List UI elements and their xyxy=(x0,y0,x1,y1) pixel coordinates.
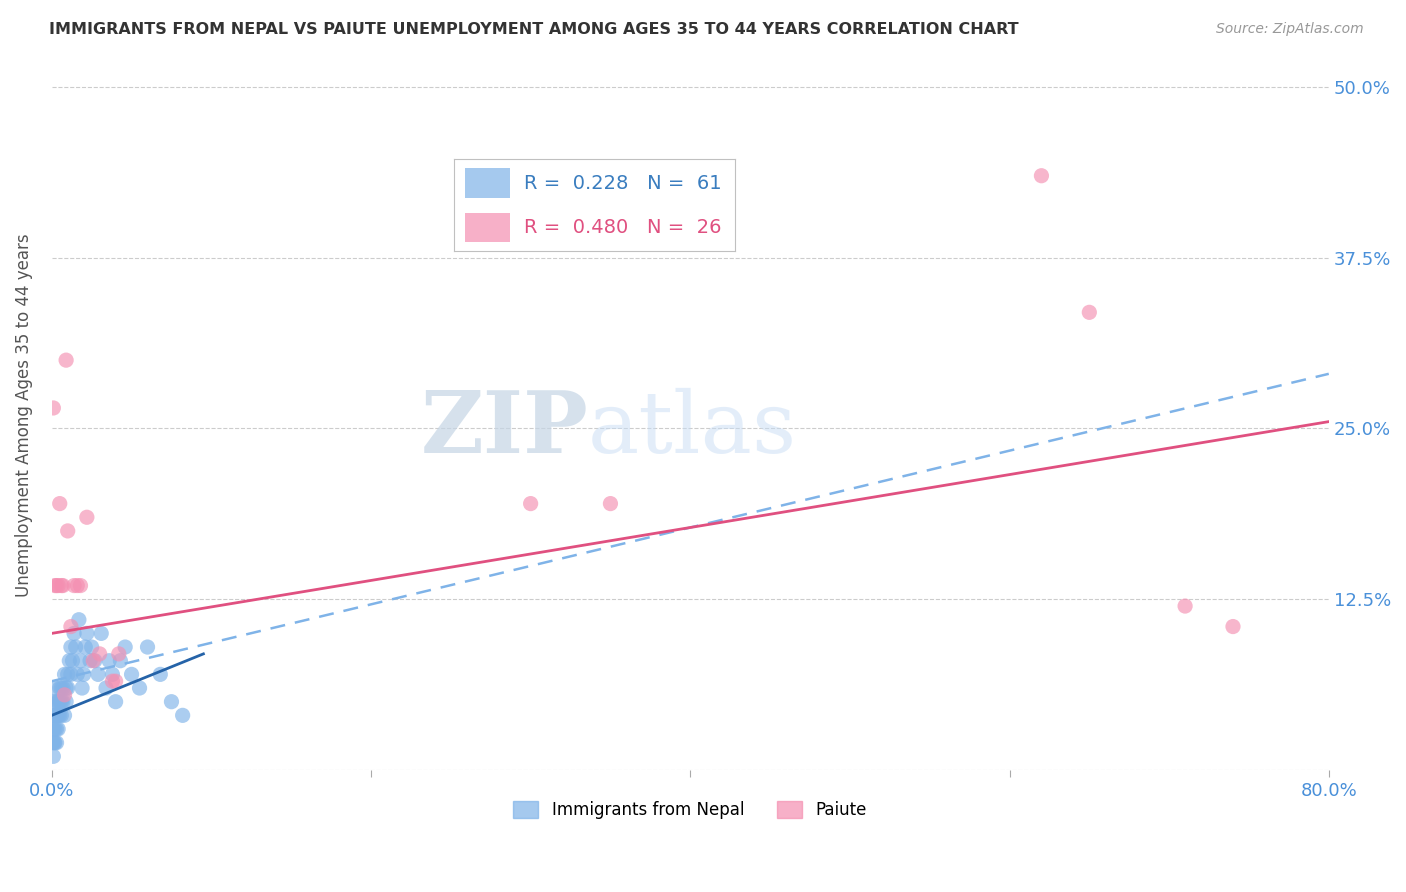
Point xyxy=(67,613,90,627)
Point xyxy=(1078,305,1101,319)
Legend: Immigrants from Nepal, Paiute: Immigrants from Nepal, Paiute xyxy=(506,794,875,826)
Point xyxy=(73,667,96,681)
Point xyxy=(87,667,110,681)
Text: ZIP: ZIP xyxy=(420,387,588,471)
Point xyxy=(46,695,69,709)
Point xyxy=(45,722,67,736)
Y-axis label: Unemployment Among Ages 35 to 44 years: Unemployment Among Ages 35 to 44 years xyxy=(15,233,32,597)
Point xyxy=(149,667,172,681)
Point xyxy=(46,722,69,736)
Point xyxy=(44,578,66,592)
Point xyxy=(56,681,79,695)
Point xyxy=(136,640,159,654)
Point xyxy=(121,667,143,681)
Point xyxy=(53,708,76,723)
Point xyxy=(53,667,76,681)
Point xyxy=(48,681,70,695)
Point xyxy=(90,626,112,640)
Point xyxy=(44,708,66,723)
Point xyxy=(89,647,111,661)
Point xyxy=(44,681,66,695)
Point xyxy=(101,674,124,689)
Point xyxy=(172,708,194,723)
Point xyxy=(42,708,65,723)
Point xyxy=(66,667,89,681)
Point xyxy=(82,654,104,668)
Point xyxy=(62,654,84,668)
Point xyxy=(107,647,129,661)
Point xyxy=(59,667,82,681)
Point xyxy=(45,708,67,723)
Point xyxy=(110,654,132,668)
Point xyxy=(44,736,66,750)
Point xyxy=(101,667,124,681)
Point xyxy=(70,681,93,695)
Point xyxy=(104,695,127,709)
Point xyxy=(519,497,541,511)
Point xyxy=(59,619,82,633)
Point xyxy=(104,674,127,689)
Point xyxy=(83,654,105,668)
Point xyxy=(44,722,66,736)
Point xyxy=(58,654,80,668)
Point xyxy=(63,626,86,640)
Point xyxy=(48,497,70,511)
Point xyxy=(52,578,75,592)
Point xyxy=(80,640,103,654)
Point xyxy=(44,736,66,750)
Point xyxy=(114,640,136,654)
Point xyxy=(599,497,621,511)
Point xyxy=(48,695,70,709)
Point xyxy=(59,640,82,654)
Point xyxy=(52,681,75,695)
Point xyxy=(51,681,73,695)
Point xyxy=(94,681,117,695)
Point xyxy=(55,353,77,368)
Text: Source: ZipAtlas.com: Source: ZipAtlas.com xyxy=(1216,22,1364,37)
Point xyxy=(160,695,183,709)
Point xyxy=(45,578,67,592)
Point xyxy=(42,749,65,764)
Point xyxy=(51,695,73,709)
Text: atlas: atlas xyxy=(588,387,797,471)
Point xyxy=(69,654,91,668)
Point xyxy=(69,578,91,592)
Point xyxy=(76,510,98,524)
Point xyxy=(53,688,76,702)
Point xyxy=(56,524,79,538)
Point xyxy=(42,722,65,736)
Point xyxy=(63,578,86,592)
Point xyxy=(66,578,89,592)
Text: IMMIGRANTS FROM NEPAL VS PAIUTE UNEMPLOYMENT AMONG AGES 35 TO 44 YEARS CORRELATI: IMMIGRANTS FROM NEPAL VS PAIUTE UNEMPLOY… xyxy=(49,22,1019,37)
Point xyxy=(98,654,121,668)
Point xyxy=(56,667,79,681)
Point xyxy=(41,736,63,750)
Point xyxy=(75,640,97,654)
Point xyxy=(45,695,67,709)
Point xyxy=(128,681,150,695)
Point xyxy=(51,578,73,592)
Point xyxy=(1174,599,1197,613)
Point xyxy=(51,708,73,723)
Point xyxy=(48,708,70,723)
Point xyxy=(46,578,69,592)
Point xyxy=(46,708,69,723)
Point xyxy=(65,640,87,654)
Point xyxy=(42,401,65,415)
Point xyxy=(76,626,98,640)
Point xyxy=(45,736,67,750)
Point xyxy=(55,695,77,709)
Point xyxy=(79,654,101,668)
Point xyxy=(44,695,66,709)
Point xyxy=(1031,169,1053,183)
Point xyxy=(1222,619,1244,633)
Point xyxy=(52,695,75,709)
Point xyxy=(55,681,77,695)
